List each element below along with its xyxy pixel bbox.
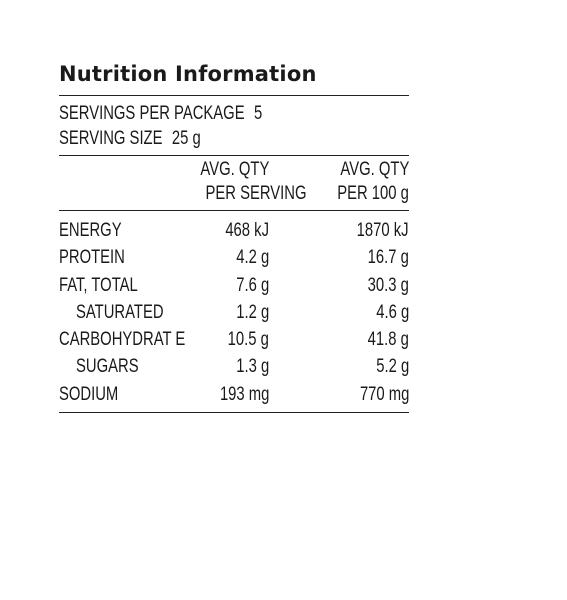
servings-per-package-value: 5 (253, 103, 263, 124)
nutrient-name: SUGARS (76, 356, 139, 378)
servings-per-package-line: SERVINGS PER PACKAGE 5 (59, 101, 409, 126)
per-serving-value: 1.3 g (236, 356, 269, 378)
per-serving-value: 10.5 g (227, 329, 269, 351)
nutrient-name: SODIUM (59, 383, 119, 405)
per-serving-value: 7.6 g (236, 274, 269, 296)
header-per-serving: AVG. QTY PER SERVING (177, 158, 306, 210)
table-row: CARBOHYDRAT E 10.5 g 41.8 g (59, 326, 409, 353)
servings-per-package-label: SERVINGS PER PACKAGE (59, 103, 245, 124)
header-per-serving-line2: PER SERVING (205, 183, 307, 204)
nutrient-name: ENERGY (59, 220, 122, 241)
per-100g-value: 770 mg (359, 383, 409, 405)
per-serving-value: 468 kJ (225, 220, 269, 241)
table-row: PROTEIN 4.2 g 16.7 g (59, 244, 409, 271)
panel-title-text: Nutrition Information (59, 62, 317, 86)
nutrition-panel: Nutrition Information SERVINGS PER PACKA… (59, 60, 409, 414)
per-serving-value: 193 mg (219, 383, 269, 405)
column-headers: AVG. QTY PER SERVING AVG. QTY PER 100 g (59, 156, 409, 211)
per-serving-value: 4.2 g (236, 247, 269, 269)
per-100g-value: 4.6 g (376, 301, 409, 323)
per-100g-value: 5.2 g (376, 356, 409, 378)
table-row: SUGARS 1.3 g 5.2 g (59, 353, 409, 380)
nutrient-name: SATURATED (76, 301, 164, 323)
header-spacer (59, 158, 177, 210)
per-serving-value: 1.2 g (236, 301, 269, 323)
per-100g-value: 1870 kJ (357, 220, 409, 241)
nutrient-name: CARBOHYDRAT E (59, 329, 186, 351)
header-per-100g-line1: AVG. QTY (340, 159, 409, 180)
table-row: ENERGY 468 kJ 1870 kJ (59, 217, 409, 244)
header-per-100g: AVG. QTY PER 100 g (269, 158, 409, 210)
header-per-serving-line1: AVG. QTY (200, 159, 269, 180)
panel-title: Nutrition Information (59, 60, 409, 96)
per-100g-value: 30.3 g (367, 274, 409, 296)
nutrient-name: FAT, TOTAL (59, 274, 138, 296)
per-100g-value: 16.7 g (367, 247, 409, 269)
serving-size-line: SERVING SIZE 25 g (59, 126, 409, 151)
table-row: SATURATED 1.2 g 4.6 g (59, 299, 409, 326)
servings-block: SERVINGS PER PACKAGE 5 SERVING SIZE 25 g (59, 96, 409, 156)
table-row: SODIUM 193 mg 770 mg (59, 381, 409, 408)
table-row: FAT, TOTAL 7.6 g 30.3 g (59, 272, 409, 299)
header-per-100g-line2: PER 100 g (337, 183, 409, 204)
serving-size-label: SERVING SIZE (59, 128, 163, 149)
per-100g-value: 41.8 g (367, 329, 409, 351)
nutrient-rows: ENERGY 468 kJ 1870 kJ PROTEIN 4.2 g 16.7… (59, 211, 409, 414)
nutrient-name: PROTEIN (59, 247, 125, 269)
serving-size-value: 25 g (171, 128, 201, 149)
